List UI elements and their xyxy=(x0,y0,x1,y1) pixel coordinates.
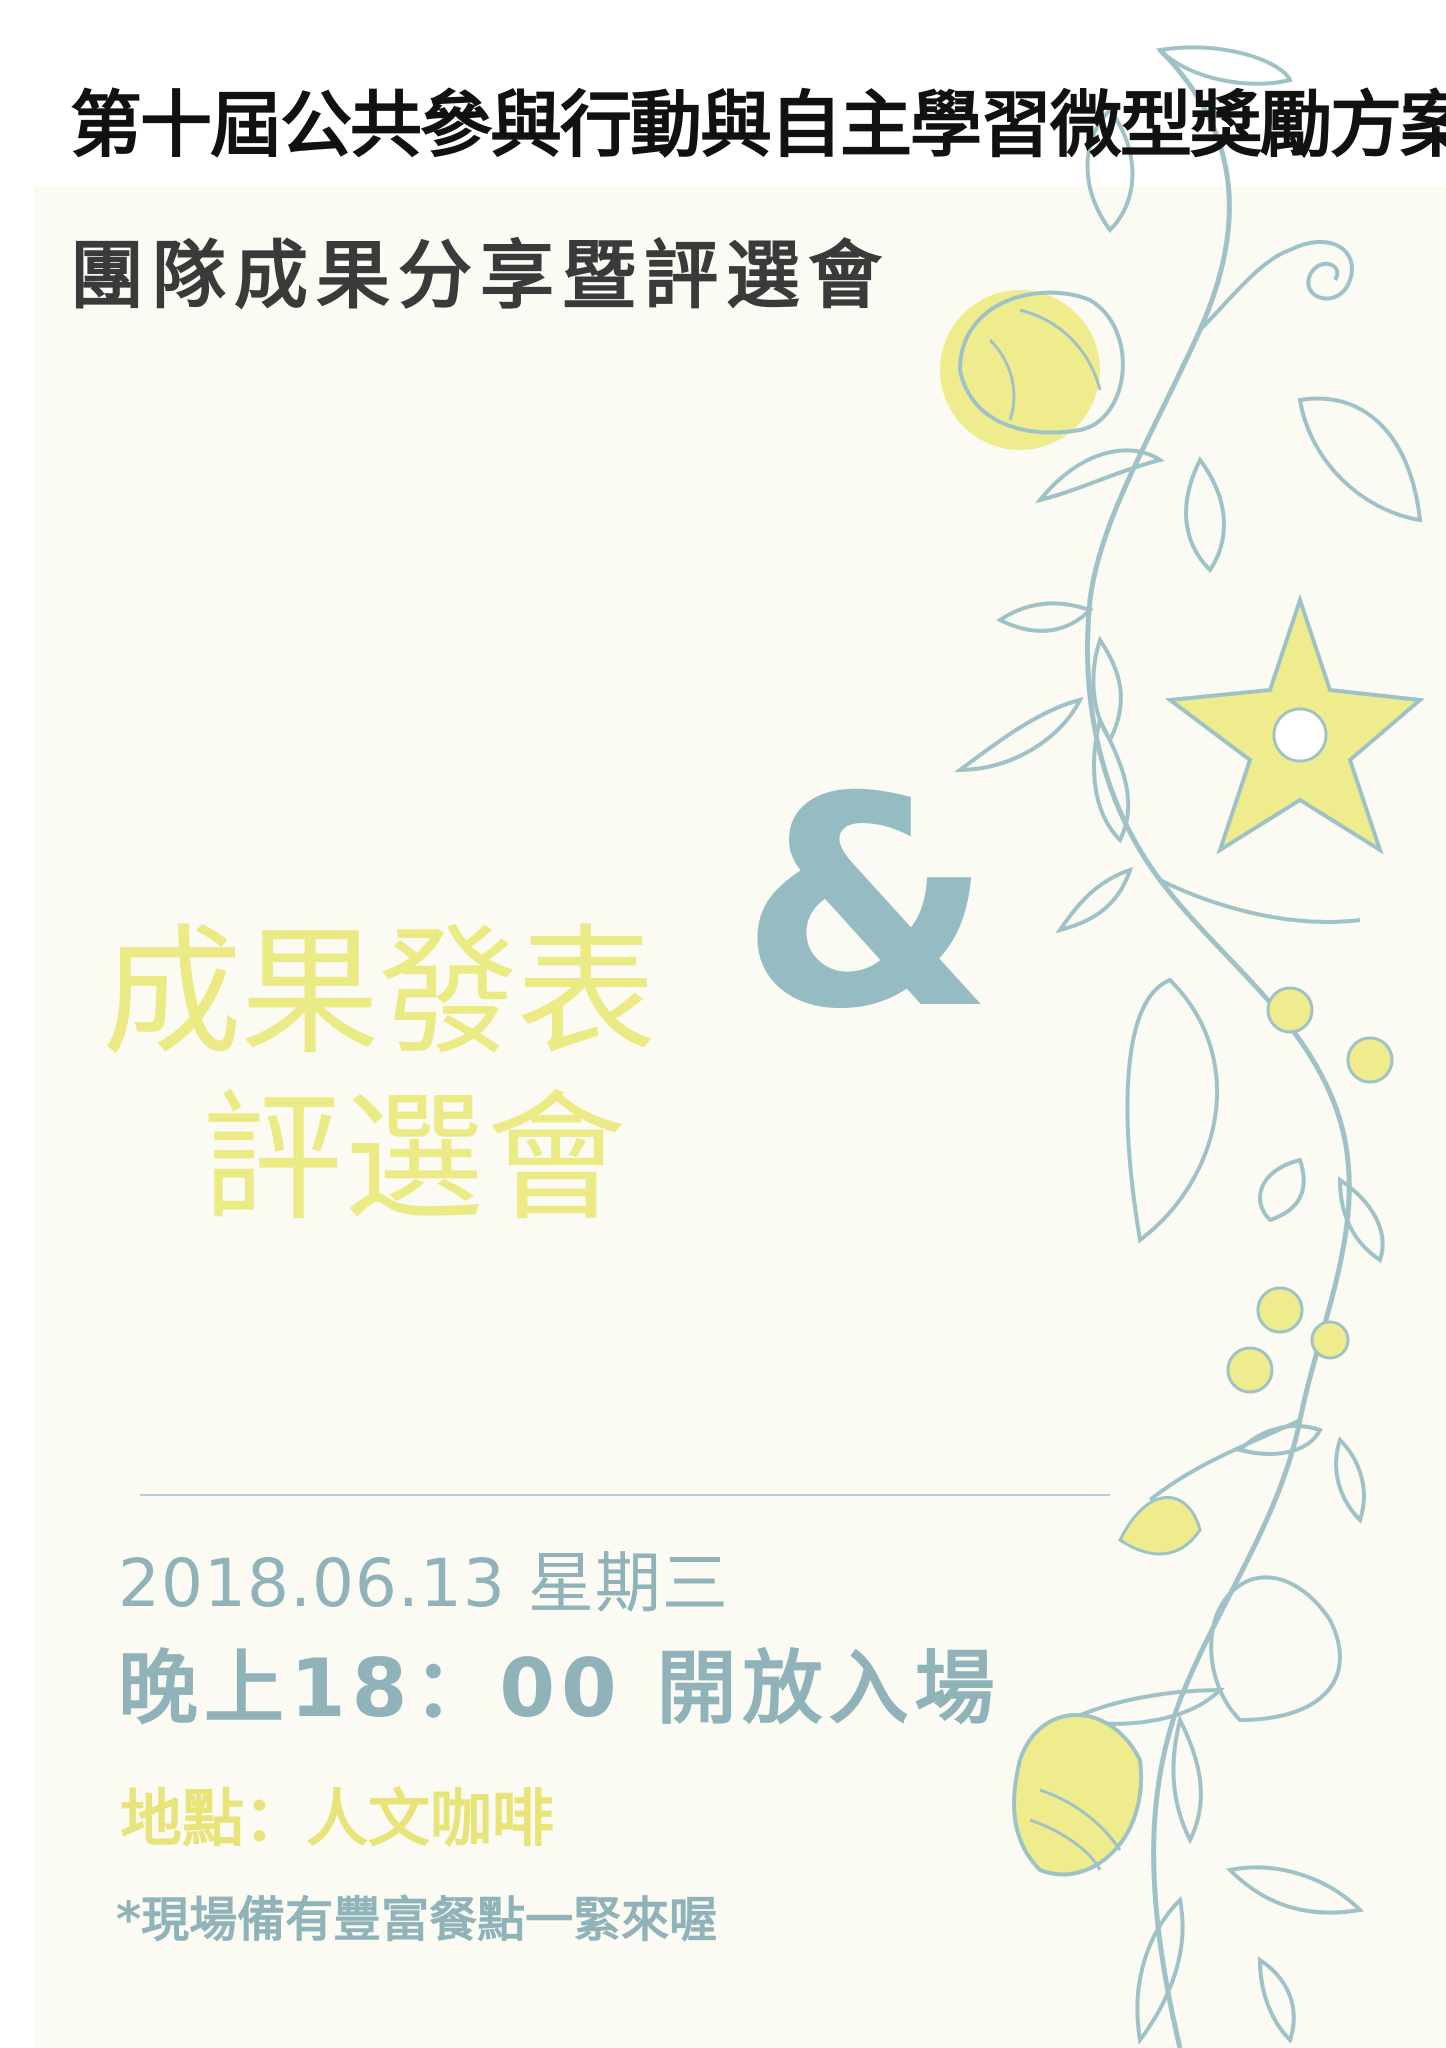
poster-title-line1: 第十屆公共參與行動與自主學習微型獎勵方案 xyxy=(70,83,1446,167)
headline-line2: 評選會 xyxy=(202,1078,629,1241)
event-note: *現場備有豐富餐點一緊來喔 xyxy=(116,1892,718,1948)
headline-line1: 成果發表 xyxy=(102,912,656,1075)
event-date: 2018.06.13 星期三 xyxy=(118,1545,729,1622)
divider xyxy=(140,1494,1110,1496)
poster-title-line2: 團隊成果分享暨評選會 xyxy=(70,233,890,319)
event-time: 晚上18：00 開放入場 xyxy=(118,1642,1001,1735)
event-venue: 地點：人文咖啡 xyxy=(120,1782,555,1855)
ampersand: & xyxy=(740,736,993,1073)
